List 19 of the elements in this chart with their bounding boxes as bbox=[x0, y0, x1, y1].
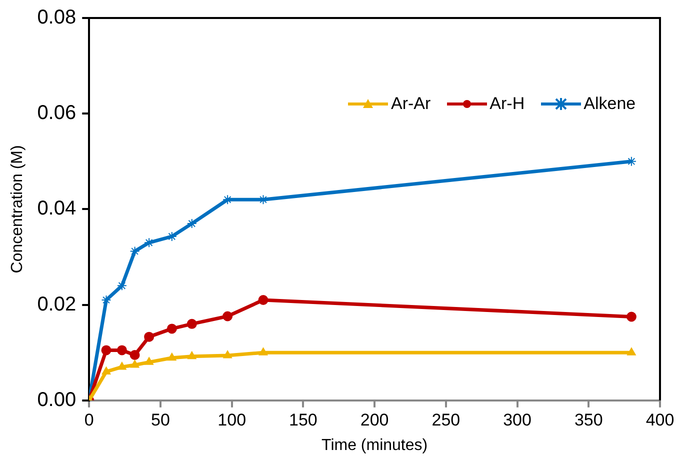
legend-label: Ar-Ar bbox=[391, 94, 431, 114]
x-tick-label: 250 bbox=[432, 410, 460, 430]
y-tick-label: 0.02 bbox=[37, 293, 76, 316]
x-tick-label: 50 bbox=[151, 410, 170, 430]
x-tick-label: 400 bbox=[646, 410, 674, 430]
y-axis-title: Concentration (M) bbox=[9, 145, 26, 274]
x-tick-label: 0 bbox=[84, 410, 94, 430]
x-axis-title: Time (minutes) bbox=[322, 436, 428, 454]
x-tick-label: 200 bbox=[360, 410, 389, 430]
y-tick-label: 0.06 bbox=[37, 102, 76, 124]
x-tick-label: 300 bbox=[503, 410, 532, 430]
legend-label: Alkene bbox=[584, 94, 636, 114]
x-tick-label: 100 bbox=[218, 410, 246, 430]
x-tick-label: 150 bbox=[289, 410, 318, 430]
x-tick-label: 350 bbox=[574, 410, 603, 430]
legend-label: Ar-H bbox=[490, 94, 525, 114]
y-tick-label: 0.04 bbox=[37, 198, 76, 220]
y-tick-label: 0.00 bbox=[37, 388, 76, 411]
y-tick-label: 0.08 bbox=[37, 6, 76, 29]
